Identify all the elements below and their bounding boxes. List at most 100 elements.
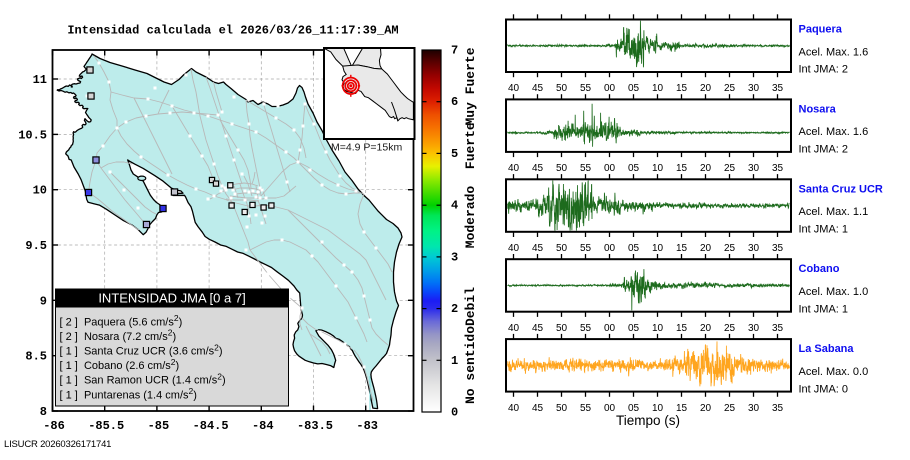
svg-text:Int JMA: 1: Int JMA: 1 — [799, 303, 849, 315]
svg-text:-84.5: -84.5 — [193, 419, 229, 433]
svg-text:[ 2 ] Paquera (5.6 cm/s2): [ 2 ] Paquera (5.6 cm/s2) — [60, 313, 183, 328]
svg-text:[ 2 ] Nosara (7.2 cm/s2): [ 2 ] Nosara (7.2 cm/s2) — [60, 328, 177, 343]
svg-text:45: 45 — [532, 163, 544, 174]
svg-text:50: 50 — [556, 403, 568, 414]
svg-text:00: 00 — [604, 403, 616, 414]
svg-text:10: 10 — [652, 243, 664, 254]
svg-text:20: 20 — [700, 83, 712, 94]
svg-text:-83.5: -83.5 — [297, 419, 333, 433]
svg-text:-84: -84 — [252, 419, 274, 433]
svg-text:20: 20 — [700, 403, 712, 414]
svg-text:30: 30 — [748, 83, 760, 94]
svg-text:Acel. Max. 1.6: Acel. Max. 1.6 — [799, 46, 869, 58]
svg-text:Muy Fuerte: Muy Fuerte — [463, 47, 478, 125]
svg-text:8.5: 8.5 — [25, 350, 47, 364]
svg-text:INTENSIDAD JMA [0 a 7]: INTENSIDAD JMA [0 a 7] — [98, 291, 245, 306]
svg-text:15: 15 — [676, 163, 688, 174]
svg-text:9: 9 — [40, 294, 47, 308]
svg-text:[ 1 ] San Ramon UCR (1.4 cm/s: [ 1 ] San Ramon UCR (1.4 cm/s2) — [60, 372, 226, 387]
svg-text:Acel. Max. 1.0: Acel. Max. 1.0 — [799, 286, 869, 298]
svg-text:Acel. Max. 1.6: Acel. Max. 1.6 — [799, 126, 869, 138]
svg-text:10: 10 — [33, 184, 47, 198]
svg-text:30: 30 — [748, 163, 760, 174]
svg-text:[ 1 ] Cobano (2.6 cm/s2): [ 1 ] Cobano (2.6 cm/s2) — [60, 357, 180, 372]
svg-text:40: 40 — [508, 323, 520, 334]
svg-text:35: 35 — [772, 83, 784, 94]
svg-text:05: 05 — [628, 403, 640, 414]
svg-text:Cobano: Cobano — [799, 263, 840, 275]
svg-text:M=4.9 P=15km: M=4.9 P=15km — [331, 142, 402, 154]
svg-text:40: 40 — [508, 83, 520, 94]
svg-text:Debil: Debil — [463, 287, 478, 326]
svg-text:4: 4 — [451, 199, 458, 213]
svg-text:20: 20 — [700, 243, 712, 254]
svg-text:25: 25 — [724, 163, 736, 174]
svg-text:00: 00 — [604, 323, 616, 334]
svg-text:30: 30 — [748, 403, 760, 414]
svg-text:[ 1 ] Puntarenas (1.4 cm/s2): [ 1 ] Puntarenas (1.4 cm/s2) — [60, 386, 197, 401]
svg-text:55: 55 — [580, 83, 592, 94]
svg-text:45: 45 — [532, 83, 544, 94]
svg-text:9.5: 9.5 — [25, 239, 47, 253]
svg-text:Int JMA: 2: Int JMA: 2 — [799, 64, 849, 76]
svg-text:30: 30 — [748, 323, 760, 334]
svg-text:45: 45 — [532, 403, 544, 414]
svg-text:Int JMA: 0: Int JMA: 0 — [799, 383, 849, 395]
svg-text:10.5: 10.5 — [18, 128, 47, 142]
svg-text:00: 00 — [604, 163, 616, 174]
svg-text:55: 55 — [580, 243, 592, 254]
svg-text:35: 35 — [772, 163, 784, 174]
svg-text:Acel. Max. 1.1: Acel. Max. 1.1 — [799, 206, 869, 218]
svg-text:45: 45 — [532, 243, 544, 254]
svg-text:Paquera: Paquera — [799, 24, 843, 36]
svg-text:10: 10 — [652, 323, 664, 334]
svg-text:45: 45 — [532, 323, 544, 334]
svg-text:2: 2 — [451, 302, 458, 316]
svg-text:50: 50 — [556, 323, 568, 334]
svg-text:40: 40 — [508, 243, 520, 254]
svg-text:05: 05 — [628, 163, 640, 174]
svg-text:11: 11 — [33, 73, 47, 87]
svg-text:40: 40 — [508, 403, 520, 414]
svg-text:7: 7 — [451, 44, 458, 58]
svg-text:-85: -85 — [148, 419, 170, 433]
svg-text:50: 50 — [556, 83, 568, 94]
svg-text:Intensidad calculada el 2026/0: Intensidad calculada el 2026/03/26_11:17… — [67, 24, 398, 38]
svg-text:15: 15 — [676, 243, 688, 254]
svg-text:8: 8 — [40, 405, 47, 419]
svg-text:05: 05 — [628, 243, 640, 254]
svg-text:35: 35 — [772, 243, 784, 254]
svg-text:35: 35 — [772, 403, 784, 414]
svg-text:20: 20 — [700, 163, 712, 174]
svg-text:No sentido: No sentido — [463, 326, 478, 404]
svg-text:55: 55 — [580, 403, 592, 414]
svg-text:50: 50 — [556, 243, 568, 254]
svg-text:15: 15 — [676, 403, 688, 414]
svg-text:25: 25 — [724, 403, 736, 414]
svg-text:55: 55 — [580, 163, 592, 174]
svg-text:25: 25 — [724, 243, 736, 254]
svg-text:La Sabana: La Sabana — [799, 343, 855, 355]
svg-text:Moderado: Moderado — [463, 186, 478, 249]
svg-text:[ 1 ] Santa Cruz UCR (3.6 cm/: [ 1 ] Santa Cruz UCR (3.6 cm/s2) — [60, 342, 223, 357]
svg-text:Fuerte: Fuerte — [463, 122, 478, 169]
svg-text:00: 00 — [604, 83, 616, 94]
svg-text:Tiempo (s): Tiempo (s) — [616, 413, 680, 428]
svg-text:55: 55 — [580, 323, 592, 334]
svg-text:15: 15 — [676, 323, 688, 334]
svg-text:15: 15 — [676, 83, 688, 94]
svg-text:Santa Cruz UCR: Santa Cruz UCR — [799, 183, 883, 195]
svg-text:LISUCR 20260326171741: LISUCR 20260326171741 — [4, 439, 111, 450]
svg-text:Int JMA: 2: Int JMA: 2 — [799, 144, 849, 156]
svg-text:6: 6 — [451, 95, 458, 109]
svg-text:40: 40 — [508, 163, 520, 174]
svg-text:3: 3 — [451, 250, 458, 264]
svg-text:-83: -83 — [356, 419, 378, 433]
svg-text:20: 20 — [700, 323, 712, 334]
svg-text:35: 35 — [772, 323, 784, 334]
svg-text:10: 10 — [652, 403, 664, 414]
svg-text:0: 0 — [451, 406, 458, 420]
svg-text:10: 10 — [652, 163, 664, 174]
svg-text:10: 10 — [652, 83, 664, 94]
svg-text:Int JMA: 1: Int JMA: 1 — [799, 224, 849, 236]
